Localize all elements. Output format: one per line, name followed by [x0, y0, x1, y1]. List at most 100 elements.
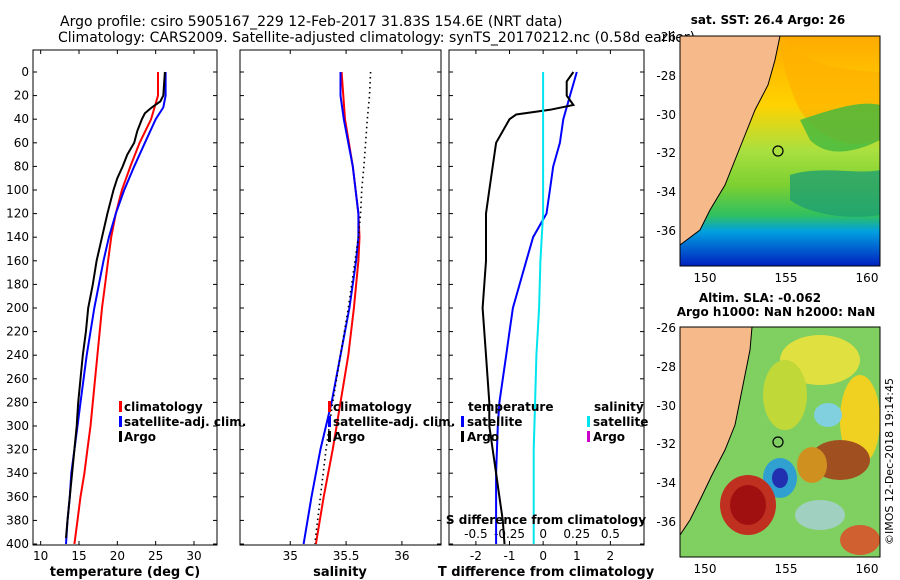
- legend-swatch-satellite: [328, 416, 331, 427]
- legend-swatch-t-argo: [461, 431, 464, 442]
- series-line-satellite-adj-clim-: [65, 72, 167, 545]
- legend-label-climatology: climatology: [333, 400, 412, 414]
- salinity-xlabel: salinity: [313, 565, 367, 580]
- sla-ytick: -34: [656, 476, 676, 490]
- xtick-label: 1: [573, 549, 581, 563]
- ytick-label: 40: [14, 112, 29, 126]
- ytick-label: 400: [6, 537, 29, 551]
- sst-xtick: 150: [694, 271, 717, 285]
- legend-swatch-argo: [119, 431, 122, 442]
- xtick-label: -1: [504, 549, 516, 563]
- legend-label-t-argo: Argo: [467, 430, 499, 444]
- xtick-label: 10: [33, 549, 48, 563]
- sst-ytick: -26: [656, 30, 676, 44]
- series-line-s-satellite: [532, 72, 545, 544]
- series-line-argo: [314, 71, 372, 545]
- top-xtick-label: -0.5: [464, 527, 487, 541]
- legend-label-s-satellite: satellite: [593, 415, 648, 429]
- sla-ytick: -28: [656, 360, 676, 374]
- sst-front-patch: [790, 170, 880, 217]
- sla-anomaly: [795, 500, 845, 530]
- ytick-label: 260: [6, 372, 29, 386]
- sla-xtick: 150: [694, 562, 717, 576]
- xtick-label: 2: [607, 549, 615, 563]
- ytick-label: 380: [6, 513, 29, 527]
- sst-ytick: -30: [656, 108, 676, 122]
- figure-title-line1: Argo profile: csiro 5905167_229 12-Feb-2…: [60, 14, 562, 30]
- legend-label-satellite: satellite-adj. clim.: [333, 415, 455, 429]
- xtick-label: 15: [71, 549, 86, 563]
- legend-swatch-satellite: [119, 416, 122, 427]
- series-line-argo: [65, 71, 166, 539]
- sla-ytick: -36: [656, 515, 676, 529]
- sla-map-title1: Altim. SLA: -0.062: [699, 291, 821, 305]
- ytick-label: 240: [6, 348, 29, 362]
- salinity-panel: 35 35.5 36: [239, 49, 442, 563]
- ytick-label: 200: [6, 301, 29, 315]
- difference-axes-box: [448, 49, 645, 546]
- ytick-label: 360: [6, 490, 29, 504]
- sla-anomaly-low: [814, 403, 842, 427]
- sst-ytick: -34: [656, 185, 676, 199]
- temperature-panel: 10 15 20 25 30020406080100120140160180200220…: [6, 49, 218, 563]
- temperature-axes-box: [32, 49, 218, 546]
- salinity-axes-box: [239, 49, 442, 546]
- sla-map-frame: [679, 326, 881, 558]
- argo-location-marker: [772, 145, 784, 157]
- sst-map: sat. SST: 26.4 Argo: 26 -26 -28 -30 -32 …: [656, 13, 881, 285]
- salinity-legend: climatology satellite-adj. clim. Argo: [328, 400, 455, 444]
- difference-legend: temperature satellite Argo salinity sate…: [461, 400, 648, 444]
- difference-top-xlabel: S difference from climatology: [446, 513, 646, 527]
- series-line-satellite-adj-clim-: [302, 72, 360, 545]
- xtick-label: 0: [539, 549, 547, 563]
- legend-swatch-t-satellite: [461, 416, 464, 427]
- difference-xlabel: T difference from climatology: [438, 565, 655, 580]
- ytick-label: 100: [6, 183, 29, 197]
- land-mass: [680, 327, 752, 535]
- ytick-label: 300: [6, 419, 29, 433]
- ytick-label: 60: [14, 136, 29, 150]
- legend-label-argo: Argo: [333, 430, 365, 444]
- sst-ytick: -28: [656, 69, 676, 83]
- legend-label-t-satellite: satellite: [467, 415, 522, 429]
- imos-credit: ©IMOS 12-Dec-2018 19:14:45: [883, 378, 896, 545]
- difference-panel: -2 -1 0 1 2 -0.5 -0.25 0 0.25 0.5: [448, 49, 645, 563]
- legend-label-satellite: satellite-adj. clim.: [124, 415, 246, 429]
- legend-title-temperature: temperature: [468, 400, 553, 414]
- xtick-label: 35.5: [333, 549, 360, 563]
- sla-anomaly: [797, 447, 827, 483]
- figure-title-line2: Climatology: CARS2009. Satellite-adjuste…: [58, 30, 695, 46]
- legend-label-s-argo: Argo: [593, 430, 625, 444]
- temperature-legend: climatology satellite-adj. clim. Argo: [119, 400, 246, 444]
- ytick-label: 20: [14, 89, 29, 103]
- sst-xtick: 155: [775, 271, 798, 285]
- series-line-climatology: [73, 72, 159, 545]
- sla-anomaly: [840, 525, 880, 555]
- legend-swatch-s-satellite: [587, 416, 590, 427]
- coastline: [680, 36, 781, 246]
- sla-map: Altim. SLA: -0.062 Argo h1000: NaN h2000…: [656, 291, 881, 576]
- xtick-label: 36: [394, 549, 409, 563]
- xtick-label: 20: [110, 549, 125, 563]
- ytick-label: 180: [6, 277, 29, 291]
- legend-swatch-s-argo: [587, 431, 590, 442]
- ytick-label: 140: [6, 230, 29, 244]
- ytick-label: 120: [6, 207, 29, 221]
- series-line-climatology: [314, 71, 361, 545]
- sst-map-title: sat. SST: 26.4 Argo: 26: [691, 13, 845, 27]
- sst-map-frame: [679, 35, 881, 267]
- argo-location-marker: [772, 436, 784, 448]
- temperature-xlabel: temperature (deg C): [50, 565, 200, 580]
- legend-swatch-argo: [328, 431, 331, 442]
- legend-swatch-climatology: [328, 401, 331, 412]
- ytick-label: 280: [6, 395, 29, 409]
- sla-anomaly-low-core: [772, 468, 788, 488]
- land-mass: [680, 36, 780, 245]
- legend-swatch-climatology: [119, 401, 122, 412]
- sla-ytick: -32: [656, 437, 676, 451]
- series-line-t-argo: [481, 71, 576, 545]
- legend-label-climatology: climatology: [124, 400, 203, 414]
- sla-xtick: 160: [856, 562, 879, 576]
- sla-ytick: -30: [656, 399, 676, 413]
